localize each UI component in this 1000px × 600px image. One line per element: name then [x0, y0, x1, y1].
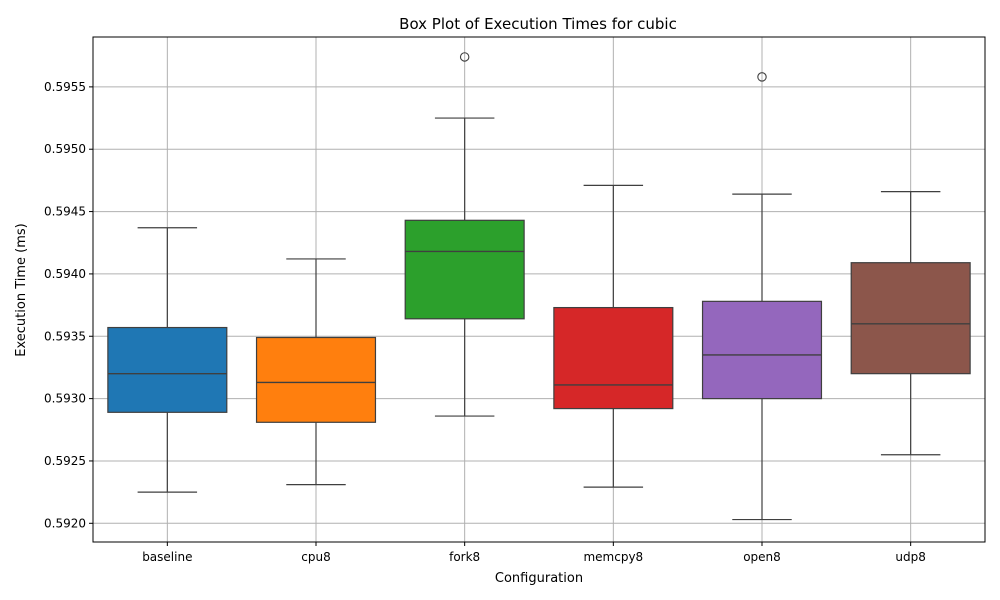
y-tick-label: 0.5920 — [44, 516, 86, 530]
y-tick-label: 0.5950 — [44, 142, 86, 156]
boxes-group — [107, 52, 971, 521]
y-tick-label: 0.5925 — [44, 454, 86, 468]
box-iqr — [701, 300, 823, 400]
chart-title: Box Plot of Execution Times for cubic — [399, 15, 677, 33]
box-iqr — [404, 219, 525, 320]
plot-frame — [92, 36, 986, 543]
outlier-point — [459, 52, 470, 62]
box-iqr — [553, 306, 674, 410]
x-tick-label: memcpy8 — [583, 550, 643, 564]
x-axis-label: Configuration — [495, 571, 583, 586]
box-iqr — [255, 336, 377, 423]
y-tick-label: 0.5935 — [44, 329, 86, 343]
x-tick-label: baseline — [142, 550, 192, 564]
box-cpu8 — [255, 258, 377, 486]
x-axis: baseline cpu8 fork8 memcpy8 open8 udp8 — [142, 542, 926, 564]
box-memcpy8 — [553, 184, 674, 488]
box-open8 — [701, 72, 823, 521]
y-axis-label: Execution Time (ms) — [14, 223, 29, 356]
box-iqr — [107, 326, 228, 413]
x-tick-label: open8 — [743, 550, 781, 564]
box-iqr — [850, 262, 971, 375]
box-baseline — [107, 227, 228, 493]
y-tick-label: 0.5940 — [44, 267, 86, 281]
y-tick-label: 0.5955 — [44, 80, 86, 94]
box-udp8 — [850, 191, 971, 456]
outlier-point — [757, 72, 767, 82]
x-tick-label: fork8 — [449, 550, 480, 564]
box-fork8 — [404, 52, 525, 417]
x-tick-label: udp8 — [895, 550, 925, 564]
x-tick-label: cpu8 — [301, 550, 330, 564]
y-tick-label: 0.5930 — [44, 392, 86, 406]
y-tick-label: 0.5945 — [44, 205, 86, 219]
y-axis: 0.5920 0.5925 0.5930 0.5935 0.5940 0.5945 0.59… — [44, 80, 93, 530]
